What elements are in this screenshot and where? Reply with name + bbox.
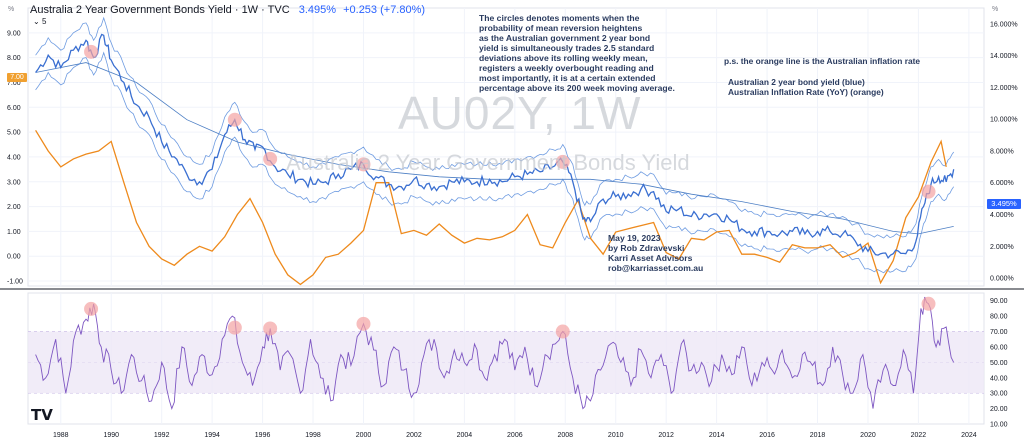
x-tick-label: 1988 xyxy=(53,432,69,439)
watermark-symbol: AU02Y, 1W xyxy=(398,87,642,139)
rsi-circle-marker xyxy=(227,320,242,335)
note-main: The circles denotes moments when the pro… xyxy=(479,13,675,93)
moving-average-line xyxy=(35,62,954,235)
x-tick-label: 2018 xyxy=(810,432,826,439)
x-tick-label: 2022 xyxy=(911,432,927,439)
right-tick-label: 16.000% xyxy=(990,21,1018,28)
note-ps: p.s. the orange line is the Australian i… xyxy=(724,56,921,66)
right-price-badge: 3.495% xyxy=(987,199,1021,209)
x-tick-label: 1996 xyxy=(255,432,271,439)
current-value: 3.495% xyxy=(298,4,337,16)
x-tick-label: 2010 xyxy=(608,432,624,439)
price-panel-grid xyxy=(0,7,1024,290)
series-layer xyxy=(35,16,955,410)
yield-circle-marker xyxy=(555,154,570,169)
upper-band-line xyxy=(35,16,955,239)
left-tick-label: 4.00 xyxy=(7,154,21,161)
left-tick-label: 3.00 xyxy=(7,179,21,186)
tradingview-logo[interactable]: TV xyxy=(31,406,53,424)
left-tick-label: 8.00 xyxy=(7,55,21,62)
x-tick-label: 2012 xyxy=(658,432,674,439)
x-tick-label: 2000 xyxy=(356,432,372,439)
rsi-circle-marker xyxy=(84,301,99,316)
right-tick-label: 8.000% xyxy=(990,148,1014,155)
rsi-tick-label: 60.00 xyxy=(990,344,1008,351)
chart-header: Australia 2 Year Government Bonds Yield … xyxy=(30,4,425,16)
note-author: May 19, 2023 by Rob Zdravevski Karri Ass… xyxy=(608,233,704,273)
left-tick-label: 1.00 xyxy=(7,229,21,236)
yield-line xyxy=(35,33,955,260)
change-value: +0.253 (+7.80%) xyxy=(343,4,426,16)
rsi-tick-label: 40.00 xyxy=(990,375,1008,382)
rsi-tick-label: 70.00 xyxy=(990,329,1008,336)
x-tick-label: 2006 xyxy=(507,432,523,439)
x-tick-label: 1994 xyxy=(204,432,220,439)
left-tick-label: 2.00 xyxy=(7,204,21,211)
x-tick-label: 1990 xyxy=(103,432,119,439)
lower-band-line xyxy=(35,51,955,274)
right-tick-label: 12.000% xyxy=(990,85,1018,92)
x-tick-label: 2014 xyxy=(709,432,725,439)
yield-circle-marker xyxy=(227,112,242,127)
rsi-tick-label: 20.00 xyxy=(990,406,1008,413)
yield-circle-marker xyxy=(921,184,936,199)
right-tick-label: 14.000% xyxy=(990,53,1018,60)
circle-layer xyxy=(84,44,936,339)
price-panel-frame xyxy=(27,7,985,287)
rsi-circle-marker xyxy=(356,316,371,331)
left-tick-label: 0.00 xyxy=(7,254,21,261)
left-tick-label: 6.00 xyxy=(7,105,21,112)
yield-circle-marker xyxy=(84,44,99,59)
x-tick-label: 1998 xyxy=(305,432,321,439)
inflation-line xyxy=(35,129,947,286)
rsi-circle-marker xyxy=(555,324,570,339)
left-price-badge: 7.00 xyxy=(7,73,27,82)
x-tick-label: 2004 xyxy=(457,432,473,439)
axis-layer: 1988 1990 1992 1994 1996 1998 2000 2002 2004 2006… xyxy=(7,21,1018,439)
right-tick-label: 6.000% xyxy=(990,180,1014,187)
note-legend: Australian 2 year bond yield (blue) Aust… xyxy=(728,77,884,97)
left-tick-label: 5.00 xyxy=(7,130,21,137)
left-tick-label: -1.00 xyxy=(7,279,23,286)
x-tick-label: 2016 xyxy=(759,432,775,439)
rsi-tick-label: 30.00 xyxy=(990,391,1008,398)
left-tick-label: 9.00 xyxy=(7,30,21,37)
x-tick-label: 2020 xyxy=(860,432,876,439)
yield-circle-marker xyxy=(263,151,278,166)
rsi-tick-label: 80.00 xyxy=(990,314,1008,321)
collapse-count: 5 xyxy=(41,17,47,26)
x-tick-label: 1992 xyxy=(154,432,170,439)
rsi-circle-marker xyxy=(263,321,278,336)
x-tick-label: 2008 xyxy=(557,432,573,439)
chart-title: Australia 2 Year Government Bonds Yield … xyxy=(30,4,290,16)
right-tick-label: 4.000% xyxy=(990,212,1014,219)
rsi-circle-marker xyxy=(921,296,936,311)
right-unit: % xyxy=(992,6,999,13)
chevron-down-icon[interactable]: ⌄ 5 xyxy=(33,17,47,26)
left-tick-label: 7.00 xyxy=(7,80,21,87)
rsi-tick-label: 10.00 xyxy=(990,422,1008,429)
rsi-tick-label: 90.00 xyxy=(990,298,1008,305)
rsi-line xyxy=(35,296,955,410)
yield-circle-marker xyxy=(356,157,371,172)
left-unit: % xyxy=(8,6,15,13)
x-tick-label: 2024 xyxy=(961,432,977,439)
right-tick-label: 0.000% xyxy=(990,276,1014,283)
right-tick-label: 10.000% xyxy=(990,117,1018,124)
rsi-tick-label: 50.00 xyxy=(990,360,1008,367)
x-tick-label: 2002 xyxy=(406,432,422,439)
watermark-name: Australia 2 Year Government Bonds Yield xyxy=(286,150,690,175)
right-tick-label: 2.000% xyxy=(990,244,1014,251)
